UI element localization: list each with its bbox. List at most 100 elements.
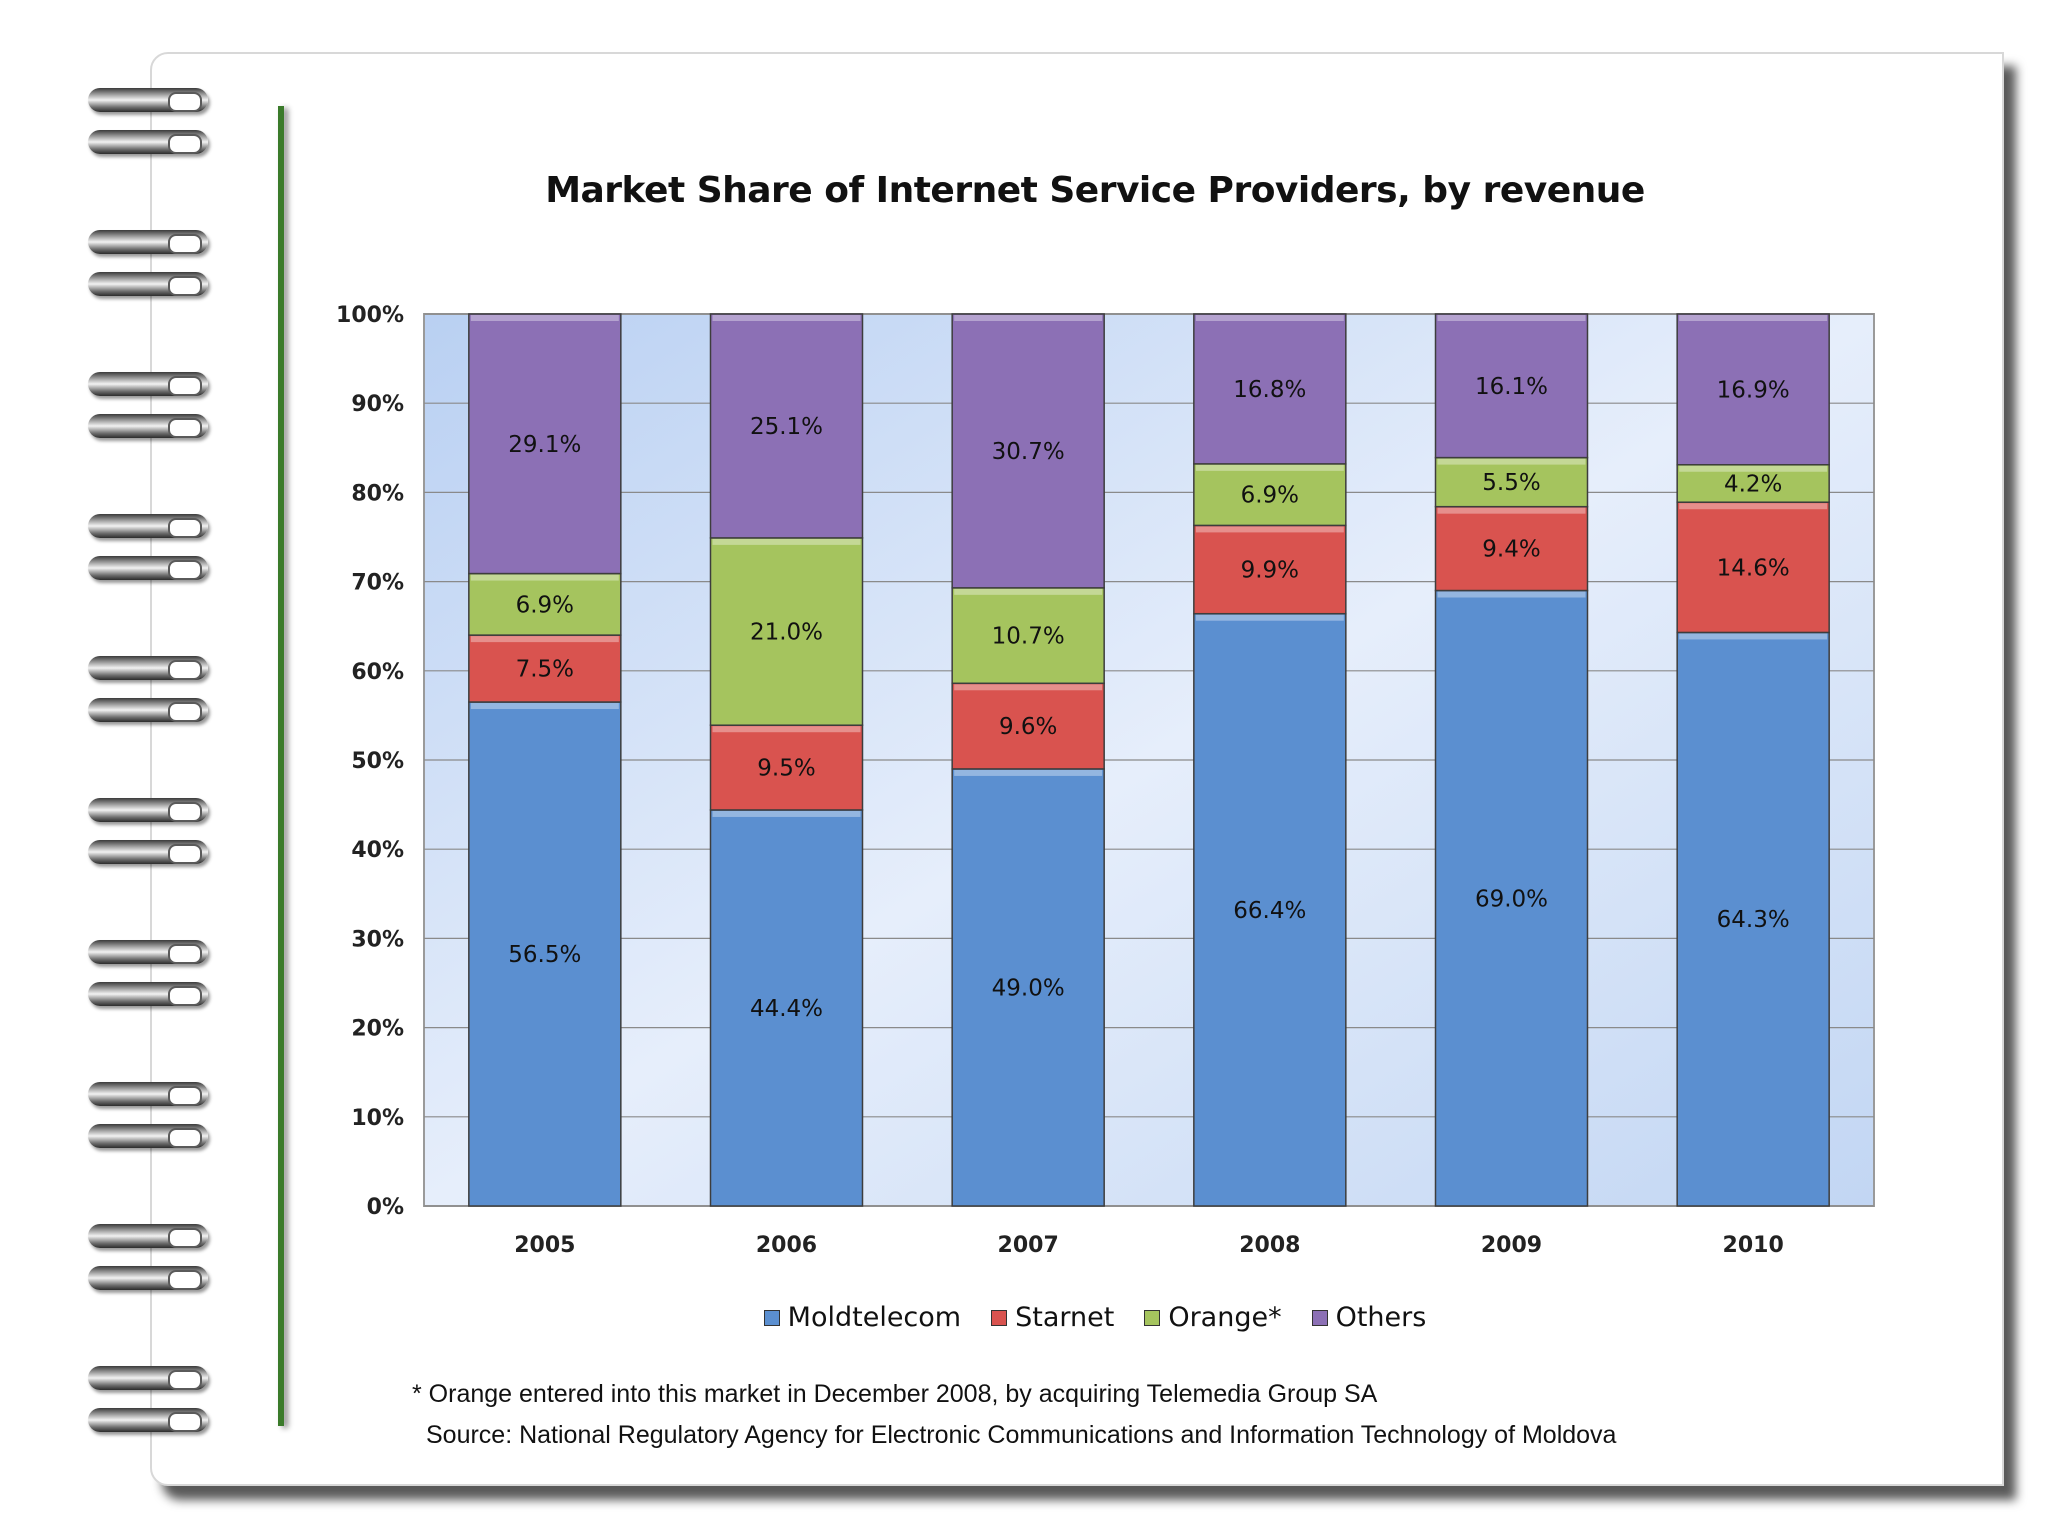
legend-item-starnet: Starnet [991, 1302, 1114, 1333]
chart-title: Market Share of Internet Service Provide… [545, 170, 1645, 211]
data-label: 4.2% [1724, 471, 1782, 497]
data-label: 7.5% [516, 657, 574, 683]
bar-moldtelecom-2008 [1193, 612, 1347, 1207]
data-label: 16.1% [1475, 374, 1548, 400]
spiral-ring [88, 798, 208, 822]
data-label: 10.7% [992, 624, 1065, 650]
bar-highlight [1437, 458, 1586, 465]
bar-others-2009 [1434, 313, 1589, 459]
y-tick-label: 80% [351, 481, 404, 506]
bar-moldtelecom-2006 [709, 809, 864, 1207]
data-label: 9.4% [1482, 537, 1540, 563]
bar-others-2007 [951, 313, 1105, 589]
bar-highlight [470, 703, 619, 710]
spiral-ring [88, 1408, 208, 1432]
bar-highlight [712, 810, 861, 817]
data-label: 6.9% [1241, 483, 1299, 509]
spiral-ring [88, 272, 208, 296]
bar-highlight [954, 315, 1103, 321]
spiral-ring [88, 1266, 208, 1290]
spiral-ring [88, 372, 208, 396]
bar-highlight [1679, 503, 1828, 510]
bar-moldtelecom-2007 [951, 768, 1105, 1207]
data-label: 9.9% [1241, 558, 1299, 584]
bar-orange-2007 [951, 587, 1105, 685]
data-label: 25.1% [750, 414, 823, 440]
bar-starnet-2006 [709, 724, 864, 811]
spiral-ring [88, 230, 208, 254]
data-label: 16.9% [1717, 377, 1790, 403]
bar-moldtelecom-2010 [1676, 631, 1830, 1207]
spiral-ring [88, 1124, 208, 1148]
y-tick-label: 10% [351, 1106, 404, 1131]
data-label: 16.8% [1233, 377, 1306, 403]
legend-label: Starnet [1015, 1302, 1115, 1333]
legend-swatch [1144, 1309, 1161, 1326]
bar-highlight [1437, 507, 1586, 514]
data-labels: 56.5% 7.5% 6.9% 29.1% 44.4% 9.5% 21.0% 25.1% 49.… [508, 374, 1789, 1022]
bar-orange-2009 [1434, 456, 1589, 508]
bar-highlight [1679, 315, 1828, 321]
y-tick-label: 40% [351, 838, 404, 863]
bar-starnet-2008 [1193, 524, 1347, 615]
spiral-ring [88, 414, 208, 438]
bar-starnet-2009 [1434, 505, 1589, 592]
source-note: Source: National Regulatory Agency for E… [426, 1421, 1617, 1449]
bar-moldtelecom-2009 [1434, 589, 1589, 1207]
spiral-ring [88, 514, 208, 538]
bar-moldtelecom-2005 [468, 701, 622, 1207]
y-tick-label: 0% [367, 1195, 404, 1220]
spiral-ring [88, 130, 208, 154]
bar-starnet-2010 [1676, 501, 1830, 634]
data-label: 14.6% [1717, 555, 1790, 581]
bar-highlight [1679, 465, 1828, 472]
spiral-ring [88, 656, 208, 680]
bar-others-2008 [1193, 313, 1347, 465]
bar-highlight [954, 684, 1103, 691]
y-tick-label: 20% [351, 1017, 404, 1042]
bar-others-2006 [709, 313, 864, 539]
spiral-ring [88, 556, 208, 580]
x-tick-label: 2005 [514, 1233, 575, 1258]
bar-highlight [470, 636, 619, 643]
gridlines [424, 313, 1874, 1207]
bar-highlight [712, 726, 861, 733]
data-label: 64.3% [1717, 907, 1790, 933]
data-label: 9.6% [999, 714, 1057, 740]
spiral-ring [88, 88, 208, 112]
bar-highlight [1195, 315, 1344, 321]
data-label: 49.0% [992, 975, 1065, 1001]
bar-highlight [1679, 633, 1828, 640]
spiral-ring [88, 840, 208, 864]
data-label: 69.0% [1475, 886, 1548, 912]
bar-others-2005 [468, 313, 622, 575]
margin-line [278, 106, 284, 1426]
bar-highlight [1195, 464, 1344, 471]
bar-highlight [470, 315, 619, 321]
bar-starnet-2007 [951, 682, 1105, 770]
spiral-ring [88, 1366, 208, 1390]
data-label: 44.4% [750, 996, 823, 1022]
data-label: 56.5% [508, 942, 581, 968]
x-tick-label: 2007 [998, 1233, 1059, 1258]
bar-highlight [1195, 614, 1344, 621]
spiral-ring [88, 1224, 208, 1248]
legend-swatch [763, 1309, 780, 1326]
legend-swatch [1311, 1309, 1328, 1326]
bar-highlight [712, 315, 861, 321]
y-tick-label: 50% [351, 749, 404, 774]
bar-highlight [470, 574, 619, 581]
legend: Moldtelecom Starnet Orange* Others [400, 1302, 1790, 1333]
legend-item-moldtelecom: Moldtelecom [763, 1302, 961, 1333]
data-label: 6.9% [516, 592, 574, 618]
legend-label: Others [1335, 1302, 1427, 1333]
spiral-ring [88, 698, 208, 722]
bar-others-2010 [1676, 313, 1830, 466]
data-label: 9.5% [757, 756, 815, 782]
y-axis-ticks: 0% 10% 20% 30% 40% 50% 60% 70% 80% 90% 100% [336, 303, 404, 1220]
data-label: 30.7% [992, 439, 1065, 465]
spiral-ring [88, 982, 208, 1006]
x-tick-label: 2010 [1723, 1233, 1784, 1258]
footnote: * Orange entered into this market in Dec… [412, 1380, 1378, 1408]
